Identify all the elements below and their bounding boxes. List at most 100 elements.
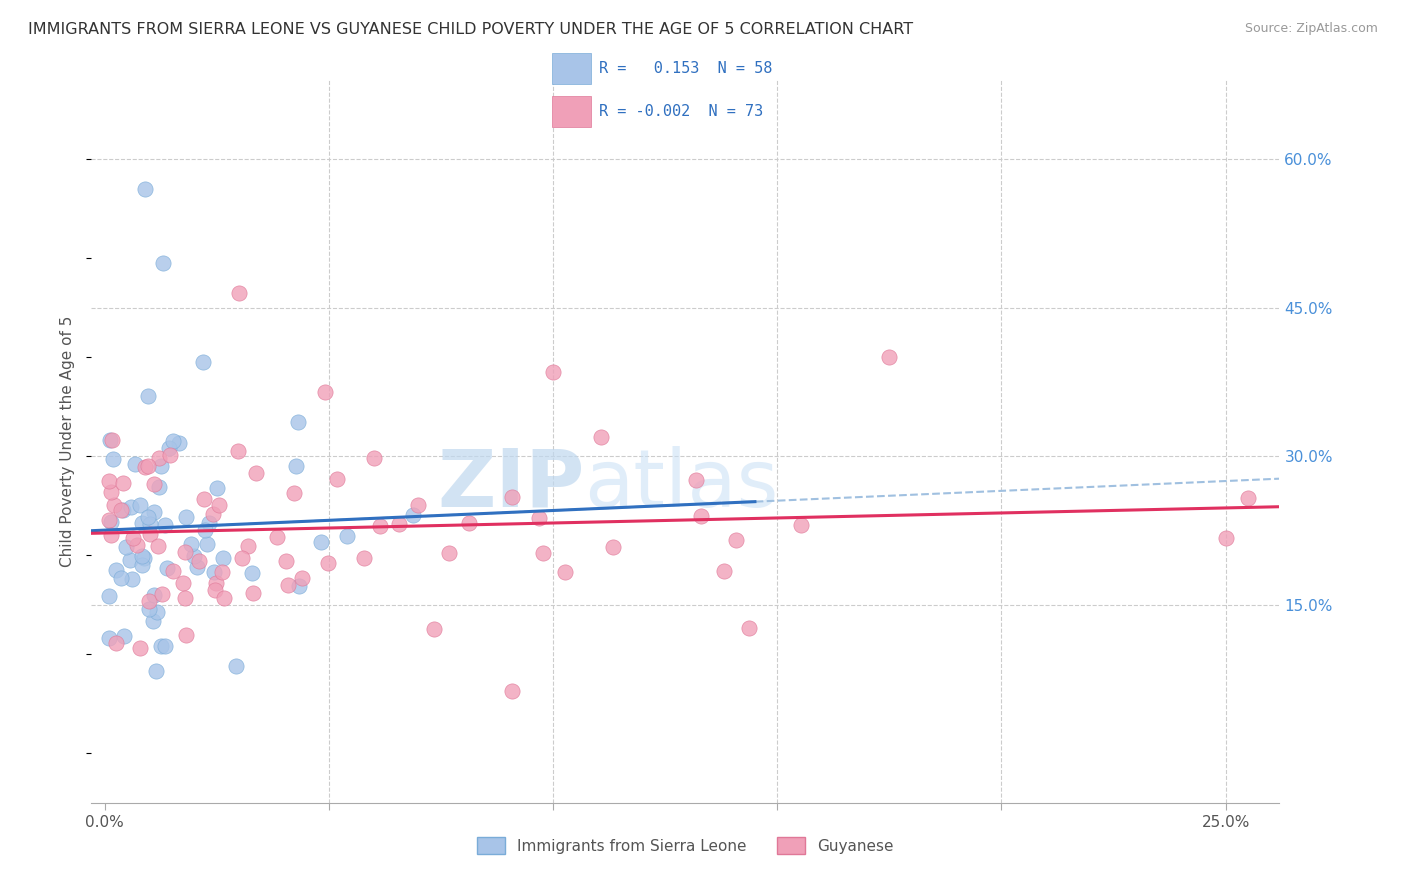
Point bbox=[242, 586, 264, 600]
Point bbox=[363, 450, 385, 465]
Point bbox=[131, 549, 153, 564]
Point bbox=[153, 640, 176, 654]
Point bbox=[98, 474, 121, 488]
Point bbox=[527, 510, 550, 524]
Point bbox=[138, 517, 160, 532]
Point bbox=[98, 434, 121, 448]
Point bbox=[589, 430, 612, 444]
Point bbox=[142, 505, 165, 519]
Point bbox=[159, 448, 181, 462]
Point bbox=[146, 539, 169, 553]
Point bbox=[112, 629, 135, 643]
Point bbox=[501, 490, 523, 504]
Point bbox=[202, 565, 225, 579]
Point bbox=[207, 498, 229, 512]
Point bbox=[105, 563, 128, 577]
Point bbox=[326, 472, 349, 486]
Point bbox=[136, 458, 159, 473]
Point bbox=[121, 531, 143, 545]
Text: R =   0.153  N = 58: R = 0.153 N = 58 bbox=[599, 61, 772, 76]
Point bbox=[1215, 531, 1237, 545]
Point bbox=[124, 457, 146, 471]
Point bbox=[309, 535, 332, 549]
Point bbox=[120, 500, 142, 515]
Point bbox=[204, 582, 226, 597]
Point bbox=[129, 499, 152, 513]
Point bbox=[100, 515, 122, 529]
Point bbox=[368, 519, 391, 533]
Point bbox=[212, 551, 235, 566]
Point bbox=[131, 558, 153, 572]
Point bbox=[183, 549, 205, 563]
Point bbox=[100, 528, 122, 542]
Point bbox=[162, 564, 184, 578]
Point bbox=[276, 554, 298, 568]
Point bbox=[101, 433, 124, 447]
Point bbox=[174, 510, 197, 524]
Point bbox=[266, 530, 288, 544]
Point bbox=[211, 566, 233, 580]
Point bbox=[285, 458, 308, 473]
Point bbox=[129, 640, 152, 655]
Point bbox=[121, 572, 143, 586]
Point bbox=[98, 631, 121, 645]
Point bbox=[110, 571, 132, 585]
Point bbox=[290, 571, 312, 585]
Point bbox=[193, 523, 215, 537]
Point bbox=[193, 492, 215, 507]
Point bbox=[879, 351, 901, 365]
Point bbox=[134, 460, 156, 475]
Point bbox=[193, 355, 215, 369]
Point bbox=[790, 518, 813, 533]
Point bbox=[172, 576, 194, 591]
Point bbox=[145, 664, 167, 678]
Point bbox=[149, 459, 172, 474]
Point bbox=[353, 550, 375, 565]
Point bbox=[238, 540, 260, 554]
Point bbox=[204, 576, 226, 591]
Bar bbox=[553, 96, 591, 127]
Point bbox=[167, 435, 190, 450]
Point bbox=[134, 182, 156, 196]
Point bbox=[174, 545, 197, 559]
Point bbox=[457, 516, 479, 531]
Text: IMMIGRANTS FROM SIERRA LEONE VS GUYANESE CHILD POVERTY UNDER THE AGE OF 5 CORREL: IMMIGRANTS FROM SIERRA LEONE VS GUYANESE… bbox=[28, 22, 914, 37]
Point bbox=[162, 434, 184, 449]
Point bbox=[195, 537, 218, 551]
Point bbox=[205, 482, 228, 496]
Point bbox=[685, 473, 707, 487]
Legend: Immigrants from Sierra Leone, Guyanese: Immigrants from Sierra Leone, Guyanese bbox=[471, 831, 900, 860]
Point bbox=[132, 550, 155, 565]
Point bbox=[153, 517, 176, 532]
Point bbox=[180, 537, 202, 551]
Point bbox=[110, 503, 132, 517]
Point bbox=[197, 516, 219, 530]
Text: ZIP: ZIP bbox=[437, 446, 585, 524]
Point bbox=[240, 566, 263, 581]
Point bbox=[225, 659, 247, 673]
Point bbox=[212, 591, 235, 606]
Point bbox=[316, 556, 339, 570]
Point bbox=[143, 476, 166, 491]
Point bbox=[156, 561, 179, 575]
Point bbox=[125, 538, 148, 552]
Point bbox=[136, 510, 159, 524]
Point bbox=[288, 579, 311, 593]
Point bbox=[314, 384, 336, 399]
Text: atlas: atlas bbox=[585, 446, 779, 524]
Point bbox=[406, 498, 429, 512]
Point bbox=[98, 589, 121, 603]
Point bbox=[143, 588, 166, 602]
Point bbox=[152, 256, 174, 270]
Point bbox=[157, 442, 180, 456]
Point bbox=[724, 533, 747, 547]
Point bbox=[228, 444, 250, 458]
Point bbox=[148, 480, 170, 494]
Point bbox=[201, 507, 224, 521]
Point bbox=[139, 527, 162, 541]
Point bbox=[176, 627, 198, 641]
Point bbox=[103, 498, 125, 512]
Point bbox=[105, 636, 128, 650]
Point bbox=[283, 486, 305, 500]
Point bbox=[148, 450, 170, 465]
